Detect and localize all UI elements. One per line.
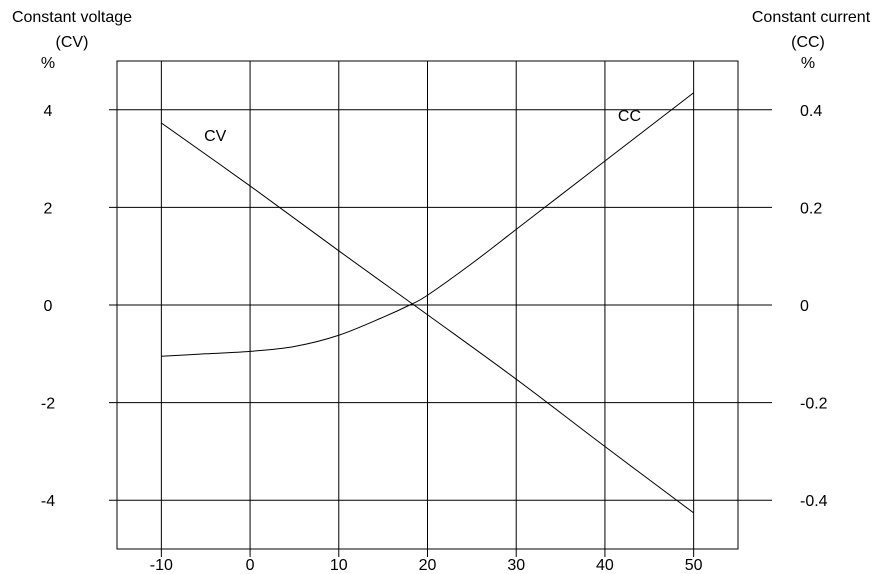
left-axis-title-line1: Constant voltage — [12, 9, 132, 26]
plot-frame — [116, 60, 739, 550]
series-label-cc: CC — [618, 108, 641, 125]
right-tick-label: 0 — [800, 298, 809, 315]
left-tick-label: -4 — [41, 493, 55, 510]
left-tick-label: 4 — [44, 103, 53, 120]
grid-lines — [109, 61, 772, 557]
right-tick-label: 0.2 — [800, 200, 822, 217]
x-tick-label: 50 — [685, 557, 703, 574]
series-labels: CV CC — [204, 108, 641, 145]
right-tick-label: -0.4 — [800, 493, 828, 510]
x-tick-label: -10 — [150, 557, 173, 574]
right-tick-labels: 0.4 0.2 0 -0.2 -0.4 — [800, 103, 828, 510]
right-tick-label: -0.2 — [800, 396, 828, 413]
series-label-cv: CV — [204, 128, 227, 145]
x-tick-label: 20 — [419, 557, 437, 574]
left-tick-labels: 4 2 0 -2 -4 — [41, 103, 55, 510]
left-axis-unit: % — [41, 55, 55, 72]
left-tick-label: -2 — [41, 396, 55, 413]
x-tick-label: 0 — [246, 557, 255, 574]
left-tick-label: 2 — [44, 200, 53, 217]
right-axis-unit: % — [801, 55, 815, 72]
left-tick-label: 0 — [44, 298, 53, 315]
series-line-cc — [161, 92, 694, 357]
right-tick-label: 0.4 — [800, 103, 822, 120]
x-tick-label: 10 — [330, 557, 348, 574]
right-axis-title-line2: (CC) — [791, 34, 825, 51]
series-line-cv — [161, 122, 694, 514]
x-tick-labels: -10 0 10 20 30 40 50 — [150, 557, 703, 574]
x-tick-label: 40 — [596, 557, 614, 574]
series-layer — [161, 92, 694, 514]
x-tick-label: 30 — [507, 557, 525, 574]
left-axis-title-line2: (CV) — [56, 34, 89, 51]
right-axis-title-line1: Constant current — [752, 9, 871, 26]
